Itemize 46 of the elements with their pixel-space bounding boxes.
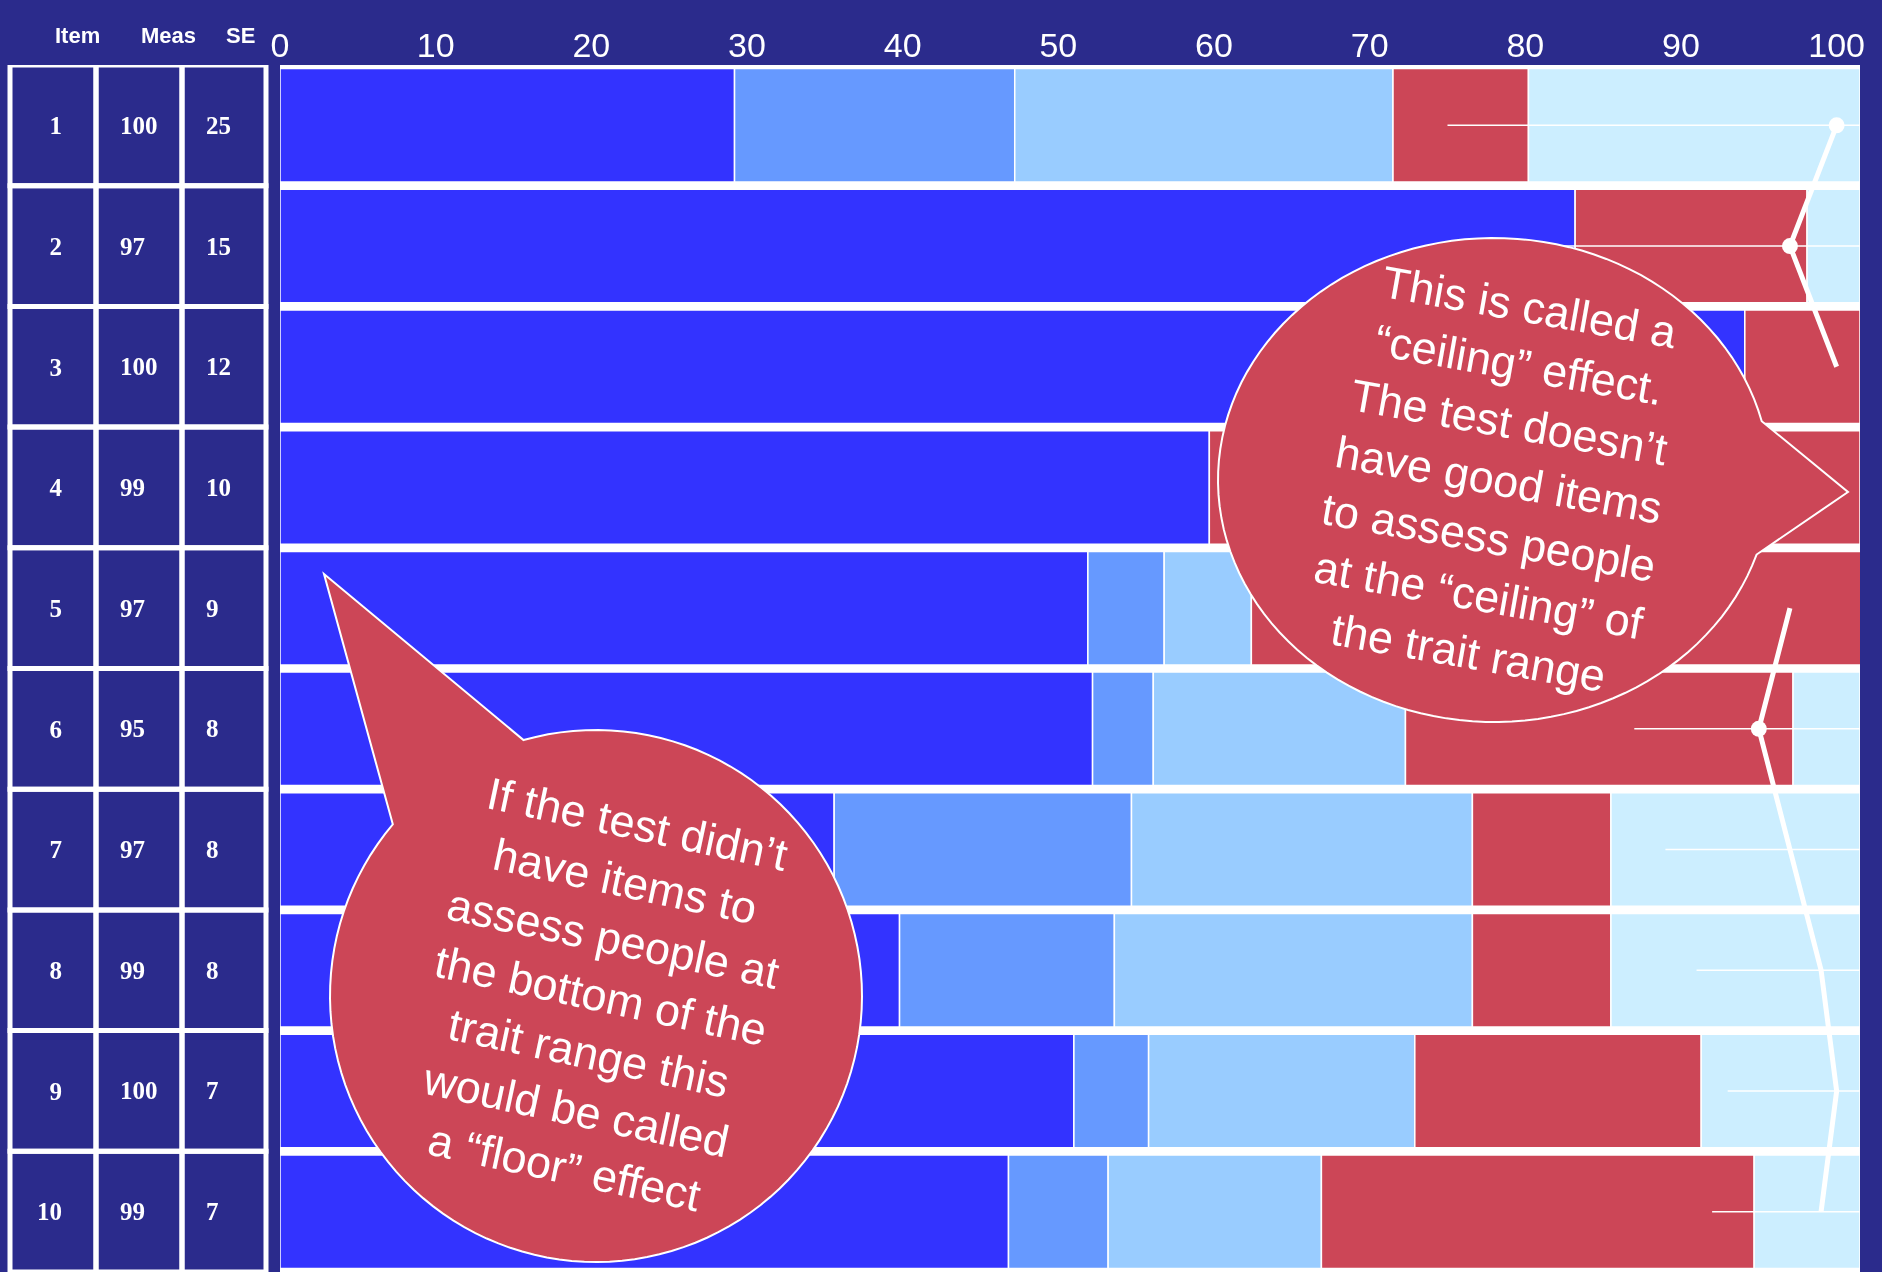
x-tick-label: 70 <box>1350 26 1389 65</box>
text: 8 <box>206 957 219 984</box>
text: 8 <box>206 715 219 742</box>
y-tick-label: 6 <box>49 715 62 743</box>
text: 8 <box>206 836 219 863</box>
text: Meas <box>141 23 197 48</box>
x-tick-label: 40 <box>883 26 922 65</box>
y-tick-label: 10 <box>37 1198 62 1226</box>
text: 99 <box>120 1198 145 1225</box>
text: 95 <box>120 715 145 742</box>
annotation: If the test didn’t have items to assess people at the bottom of the trait range this would be called a “floor” effect <box>418 767 793 1222</box>
text: 7 <box>206 1198 219 1225</box>
y-tick-label: 3 <box>49 353 62 381</box>
y-tick-label: 5 <box>49 594 62 622</box>
x-tick-label: 20 <box>572 26 611 65</box>
x-tick-label: 30 <box>728 26 766 65</box>
text: 10 <box>206 474 231 501</box>
text: 100 <box>120 1077 158 1104</box>
text: 7 <box>206 1077 219 1104</box>
text: 25 <box>206 112 231 139</box>
x-tick-label: 60 <box>1195 26 1233 65</box>
text: Item <box>55 23 101 48</box>
x-tick-label: 10 <box>416 26 455 65</box>
y-tick-label: 7 <box>49 836 62 864</box>
x-tick-label: 50 <box>1039 26 1078 65</box>
text: 99 <box>120 957 145 984</box>
y-tick-label: 1 <box>49 112 62 140</box>
text: 97 <box>120 595 145 622</box>
text: 12 <box>206 353 231 380</box>
text: SE <box>226 23 256 48</box>
text: 100 <box>120 353 158 380</box>
text: 100 <box>120 112 158 139</box>
text: 99 <box>120 474 145 501</box>
y-tick-label: 2 <box>49 232 62 260</box>
annotation: This is called a “ceiling” effect. The test doesn’t have good items to assess people at the “ceiling” of the trait range <box>1310 256 1682 703</box>
text: 97 <box>120 836 145 863</box>
x-tick-label: 100 <box>1808 26 1866 65</box>
y-tick-label: 9 <box>49 1077 62 1105</box>
x-tick-label: 90 <box>1662 26 1700 65</box>
y-tick-label: 8 <box>49 957 62 984</box>
x-tick-label: 80 <box>1506 26 1545 65</box>
text: 15 <box>206 233 231 260</box>
text: 97 <box>120 233 145 260</box>
text: 9 <box>206 595 219 622</box>
y-tick-label: 4 <box>49 474 63 502</box>
x-tick-label: 0 <box>270 26 290 65</box>
